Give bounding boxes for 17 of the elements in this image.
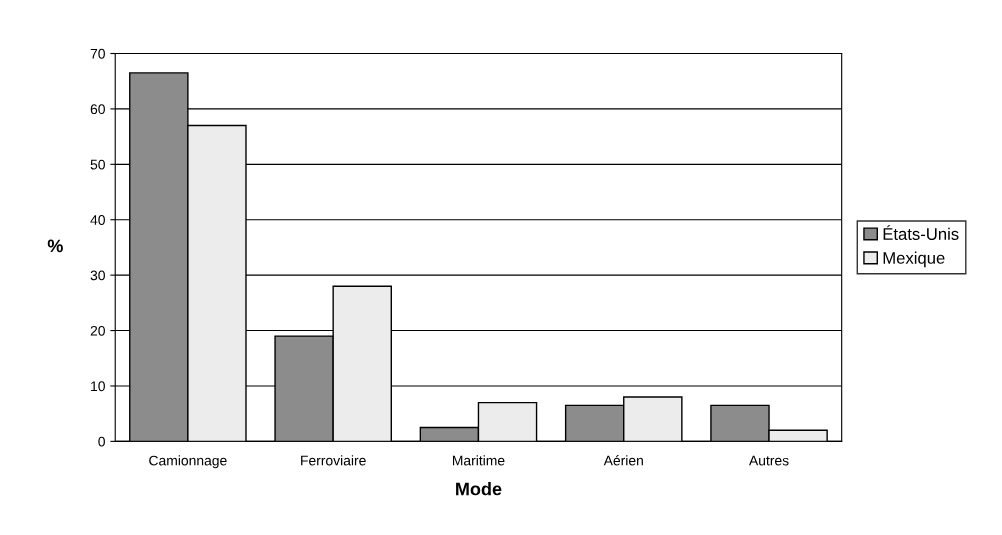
y-tick-label: 50 xyxy=(90,159,105,170)
legend-label: États-Unis xyxy=(883,225,959,240)
y-tick-label: 60 xyxy=(90,104,105,115)
y-tick-label: 70 xyxy=(90,48,105,59)
x-tick-label: Ferroviaire xyxy=(301,455,366,466)
legend-label: Mexique xyxy=(883,251,945,268)
y-axis-title: % xyxy=(47,239,63,253)
x-tick-label: Maritime xyxy=(452,455,505,466)
y-tick-label: 30 xyxy=(90,270,105,281)
y-tick-label: 20 xyxy=(90,325,105,336)
x-tick-label: Autres xyxy=(748,455,789,466)
x-tick-label: Camionnage xyxy=(149,455,227,469)
y-tick-label: 0 xyxy=(98,436,105,447)
x-axis-title: Mode xyxy=(456,482,502,496)
y-tick-label: 40 xyxy=(90,215,105,225)
x-tick-label: Aérien xyxy=(603,455,643,466)
y-tick-label: 10 xyxy=(91,381,105,392)
